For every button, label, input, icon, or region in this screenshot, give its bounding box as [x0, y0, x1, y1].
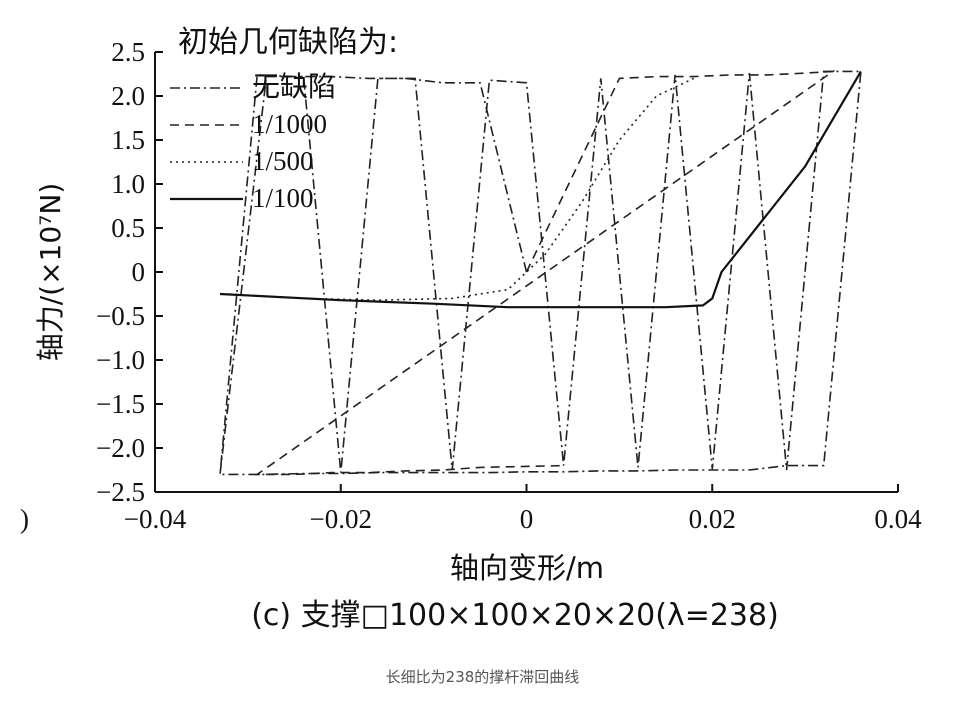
series-line-solid — [219, 70, 862, 309]
x-axis-label: 轴向变形/m — [450, 551, 604, 585]
series-line-dashdot — [219, 70, 862, 476]
legend-title: 初始几何缺陷为: — [178, 25, 398, 60]
legend-label: 1/500 — [252, 146, 314, 176]
y-tick-label: −1.5 — [96, 389, 145, 419]
x-ticks: −0.04 −0.02 0 0.02 0.04 — [124, 484, 922, 534]
y-tick-label: −1.0 — [96, 345, 145, 375]
y-tick-label: 1.5 — [111, 125, 145, 155]
legend-items: 无缺陷 1/1000 1/500 1/100 — [170, 70, 336, 213]
legend-label: 1/1000 — [252, 109, 327, 139]
legend: 初始几何缺陷为: 无缺陷 1/1000 1/500 1/100 — [170, 25, 398, 213]
y-axis-label: 轴力/(×10⁷N) — [34, 183, 67, 362]
y-tick-label: 2.0 — [111, 81, 145, 111]
x-tick-label: −0.04 — [124, 504, 187, 534]
series-layer — [219, 70, 862, 476]
plot-area: 2.5 2.0 1.5 1.0 0.5 0 −0.5 −1.0 −1.5 −2.0 −2.5 −0.… — [96, 37, 922, 534]
y-ticks: 2.5 2.0 1.5 1.0 0.5 0 −0.5 −1.0 −1.5 −2.0 −2.5 — [96, 37, 163, 507]
x-tick-label: 0 — [520, 504, 534, 534]
y-tick-label: −0.5 — [96, 301, 145, 331]
edge-paren-mark: ) — [20, 504, 29, 534]
y-tick-label: 1.0 — [111, 169, 145, 199]
y-tick-label: −2.0 — [96, 433, 145, 463]
y-tick-label: 0.5 — [111, 213, 145, 243]
legend-label: 1/100 — [252, 183, 314, 213]
figure-caption: 长细比为238的撑杆滞回曲线 — [385, 668, 580, 686]
x-tick-label: 0.04 — [874, 504, 922, 534]
series-line-dashed — [254, 70, 836, 476]
x-tick-label: −0.02 — [310, 504, 372, 534]
y-tick-label: −2.5 — [96, 477, 145, 507]
y-tick-label: 2.5 — [111, 37, 145, 67]
legend-label: 无缺陷 — [252, 70, 336, 103]
chart-title: (c) 支撑□100×100×20×20(λ=238) — [251, 598, 779, 633]
y-tick-label: 0 — [132, 257, 146, 287]
x-tick-label: 0.02 — [689, 504, 736, 534]
